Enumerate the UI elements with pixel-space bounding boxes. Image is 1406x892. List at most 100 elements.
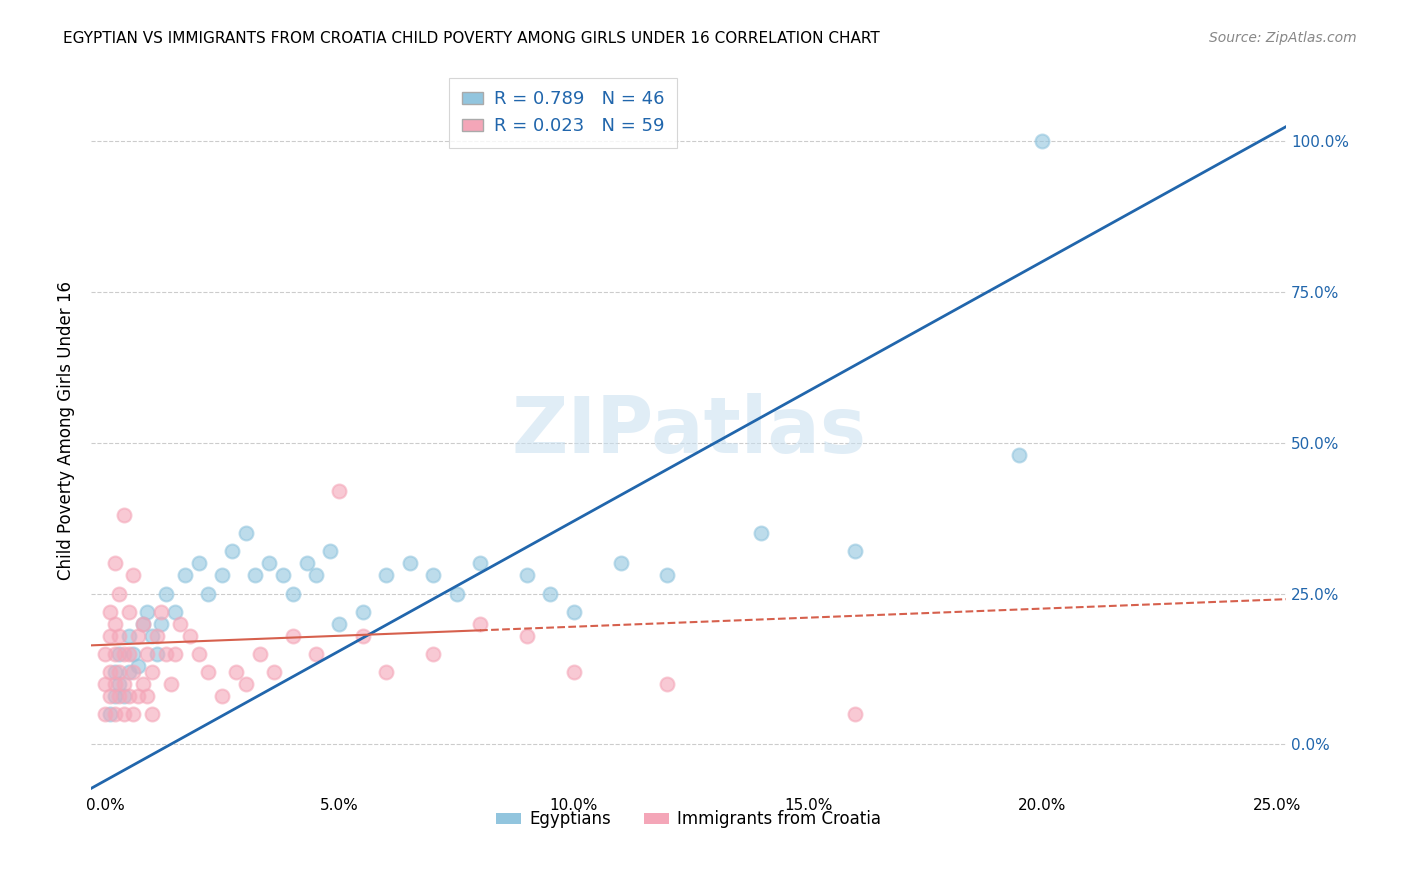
- Point: [141, 629, 163, 643]
- Point: [117, 647, 139, 661]
- Point: [187, 557, 209, 571]
- Point: [422, 647, 444, 661]
- Point: [112, 689, 135, 703]
- Point: [127, 689, 149, 703]
- Point: [271, 568, 294, 582]
- Point: [173, 568, 195, 582]
- Point: [155, 586, 177, 600]
- Point: [446, 586, 468, 600]
- Point: [225, 665, 247, 679]
- Point: [112, 508, 135, 522]
- Point: [131, 616, 153, 631]
- Point: [136, 689, 159, 703]
- Point: [94, 707, 117, 722]
- Point: [108, 665, 131, 679]
- Point: [263, 665, 285, 679]
- Point: [179, 629, 201, 643]
- Point: [328, 483, 350, 498]
- Point: [1031, 134, 1053, 148]
- Point: [103, 689, 125, 703]
- Point: [159, 677, 181, 691]
- Point: [112, 647, 135, 661]
- Point: [211, 689, 233, 703]
- Point: [221, 544, 243, 558]
- Point: [117, 689, 139, 703]
- Point: [538, 586, 561, 600]
- Point: [243, 568, 266, 582]
- Point: [562, 665, 585, 679]
- Point: [131, 616, 153, 631]
- Point: [422, 568, 444, 582]
- Point: [98, 629, 121, 643]
- Point: [94, 677, 117, 691]
- Point: [235, 677, 257, 691]
- Point: [281, 586, 304, 600]
- Point: [328, 616, 350, 631]
- Point: [127, 659, 149, 673]
- Point: [122, 647, 145, 661]
- Point: [562, 605, 585, 619]
- Point: [145, 629, 167, 643]
- Point: [211, 568, 233, 582]
- Point: [516, 629, 538, 643]
- Point: [319, 544, 342, 558]
- Point: [187, 647, 209, 661]
- Point: [103, 557, 125, 571]
- Point: [108, 677, 131, 691]
- Point: [281, 629, 304, 643]
- Point: [468, 616, 491, 631]
- Point: [136, 647, 159, 661]
- Point: [103, 707, 125, 722]
- Point: [98, 605, 121, 619]
- Point: [131, 677, 153, 691]
- Point: [117, 629, 139, 643]
- Point: [141, 665, 163, 679]
- Point: [94, 647, 117, 661]
- Point: [103, 665, 125, 679]
- Point: [375, 568, 398, 582]
- Text: ZIPatlas: ZIPatlas: [510, 392, 866, 468]
- Text: Source: ZipAtlas.com: Source: ZipAtlas.com: [1209, 31, 1357, 45]
- Point: [112, 677, 135, 691]
- Point: [108, 647, 131, 661]
- Point: [197, 665, 219, 679]
- Point: [844, 544, 866, 558]
- Point: [98, 707, 121, 722]
- Point: [352, 605, 374, 619]
- Point: [169, 616, 191, 631]
- Point: [375, 665, 398, 679]
- Point: [117, 665, 139, 679]
- Point: [468, 557, 491, 571]
- Point: [257, 557, 280, 571]
- Point: [122, 665, 145, 679]
- Point: [150, 605, 173, 619]
- Text: EGYPTIAN VS IMMIGRANTS FROM CROATIA CHILD POVERTY AMONG GIRLS UNDER 16 CORRELATI: EGYPTIAN VS IMMIGRANTS FROM CROATIA CHIL…: [63, 31, 880, 46]
- Point: [103, 647, 125, 661]
- Point: [136, 605, 159, 619]
- Point: [122, 568, 145, 582]
- Point: [352, 629, 374, 643]
- Point: [127, 629, 149, 643]
- Point: [155, 647, 177, 661]
- Point: [98, 689, 121, 703]
- Point: [235, 526, 257, 541]
- Point: [165, 605, 187, 619]
- Point: [145, 647, 167, 661]
- Point: [249, 647, 271, 661]
- Point: [141, 707, 163, 722]
- Point: [295, 557, 318, 571]
- Y-axis label: Child Poverty Among Girls Under 16: Child Poverty Among Girls Under 16: [58, 281, 75, 580]
- Legend: Egyptians, Immigrants from Croatia: Egyptians, Immigrants from Croatia: [489, 804, 889, 835]
- Point: [516, 568, 538, 582]
- Point: [108, 689, 131, 703]
- Point: [150, 616, 173, 631]
- Point: [98, 665, 121, 679]
- Point: [103, 677, 125, 691]
- Point: [108, 629, 131, 643]
- Point: [112, 707, 135, 722]
- Point: [749, 526, 772, 541]
- Point: [122, 707, 145, 722]
- Point: [103, 616, 125, 631]
- Point: [197, 586, 219, 600]
- Point: [609, 557, 631, 571]
